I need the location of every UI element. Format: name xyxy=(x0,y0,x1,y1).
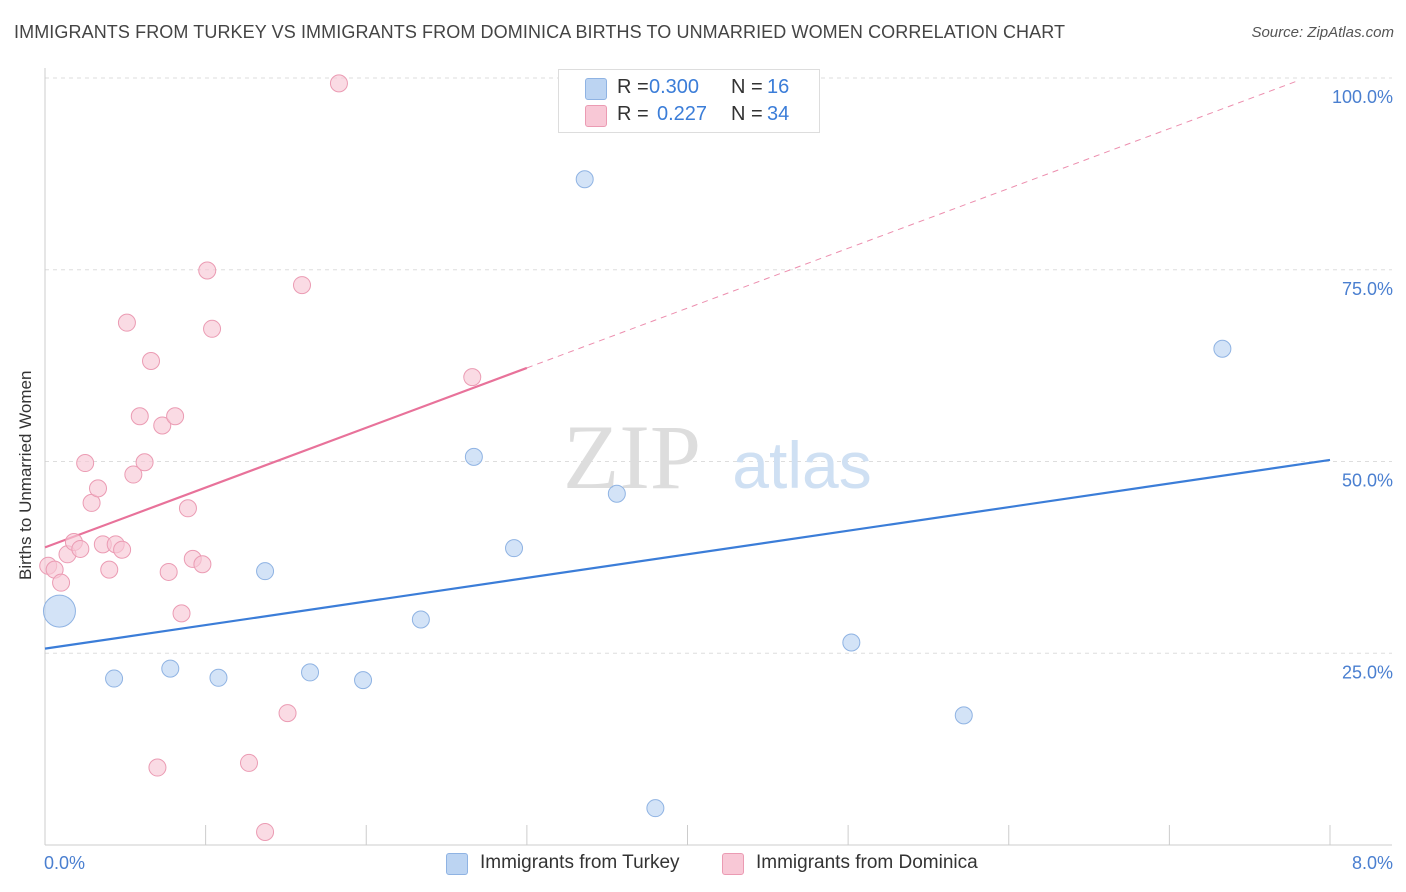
data-point-pink xyxy=(239,753,258,772)
data-point-blue xyxy=(505,539,524,558)
data-point-blue xyxy=(954,706,973,725)
legend-n-value: 16 xyxy=(767,76,790,98)
legend-n-label: N = xyxy=(731,76,763,98)
data-point-pink xyxy=(463,368,482,387)
grid-lines xyxy=(45,77,1392,654)
data-point-blue xyxy=(646,799,665,818)
trend-line-pink xyxy=(44,366,528,549)
data-point-pink xyxy=(100,560,119,579)
data-point-pink xyxy=(124,465,143,484)
data-point-pink xyxy=(117,313,136,332)
data-point-pink xyxy=(172,604,191,623)
data-point-blue xyxy=(842,633,861,652)
data-point-blue xyxy=(256,562,275,581)
watermark: ZIP atlas xyxy=(563,406,872,508)
data-point-blue xyxy=(354,671,373,690)
legend-r-value: 0.300 xyxy=(649,76,700,98)
legend-n-value: 34 xyxy=(767,103,790,125)
data-point-pink xyxy=(293,276,311,295)
data-points xyxy=(39,74,1232,841)
data-point-pink xyxy=(153,416,172,435)
legend-swatch-blue xyxy=(585,78,607,100)
y-tick-label: 75.0% xyxy=(1342,279,1393,299)
legend-n-label: N = xyxy=(731,103,763,125)
source-label: Source: ZipAtlas.com xyxy=(1251,24,1394,41)
data-point-pink xyxy=(166,407,185,426)
watermark-atlas: atlas xyxy=(732,428,871,502)
data-point-pink xyxy=(159,562,178,581)
data-point-blue xyxy=(607,484,626,503)
legend-swatch-pink xyxy=(585,105,607,127)
data-point-pink xyxy=(256,822,275,841)
series-swatch-blue xyxy=(446,853,468,875)
trend-line-extension-pink xyxy=(526,80,1299,369)
data-point-pink xyxy=(148,758,167,777)
legend-r-label: R = xyxy=(617,103,649,125)
data-point-blue xyxy=(411,610,430,629)
data-point-blue xyxy=(464,447,483,466)
tick-labels: 25.0% 50.0% 75.0% 100.0% 0.0% 8.0% xyxy=(44,87,1393,873)
data-point-pink xyxy=(113,540,132,559)
data-point-blue xyxy=(575,170,594,189)
data-point-pink xyxy=(76,454,95,473)
series-swatch-pink xyxy=(722,853,744,875)
data-point-pink xyxy=(135,453,154,472)
x-tick-label-min: 0.0% xyxy=(44,853,85,873)
data-point-blue xyxy=(1213,339,1232,358)
legend-r-label: R = xyxy=(617,76,649,98)
data-point-pink xyxy=(71,539,90,558)
data-point-pink xyxy=(130,407,149,426)
y-axis-title: Births to Unmarried Women xyxy=(16,370,35,580)
data-point-blue xyxy=(209,668,228,687)
data-point-blue xyxy=(42,594,76,628)
trend-lines xyxy=(44,80,1331,650)
data-point-blue xyxy=(301,663,320,682)
data-point-pink xyxy=(52,573,71,592)
y-tick-label: 50.0% xyxy=(1342,471,1393,491)
legend-r-value: 0.227 xyxy=(657,103,708,125)
data-point-pink xyxy=(203,319,222,338)
watermark-zip: ZIP xyxy=(563,406,701,508)
data-point-pink xyxy=(178,499,197,518)
y-tick-label: 100.0% xyxy=(1332,87,1393,107)
axes xyxy=(44,68,1392,846)
trend-line-blue xyxy=(44,458,1331,650)
data-point-pink xyxy=(142,352,161,371)
data-point-pink xyxy=(198,261,217,280)
y-tick-label: 25.0% xyxy=(1342,662,1393,682)
series-label: Immigrants from Turkey xyxy=(480,852,680,873)
chart-title: IMMIGRANTS FROM TURKEY VS IMMIGRANTS FRO… xyxy=(14,22,1066,42)
data-point-blue xyxy=(161,659,180,678)
data-point-pink xyxy=(329,74,348,93)
stats-legend: R = 0.300 N = 16 R = 0.227 N = 34 xyxy=(558,69,820,133)
data-point-pink xyxy=(278,704,297,723)
x-tick-label-max: 8.0% xyxy=(1352,853,1393,873)
data-point-blue xyxy=(105,669,124,688)
data-point-pink xyxy=(89,479,108,498)
series-label: Immigrants from Dominica xyxy=(756,852,978,873)
data-point-pink xyxy=(193,555,212,574)
